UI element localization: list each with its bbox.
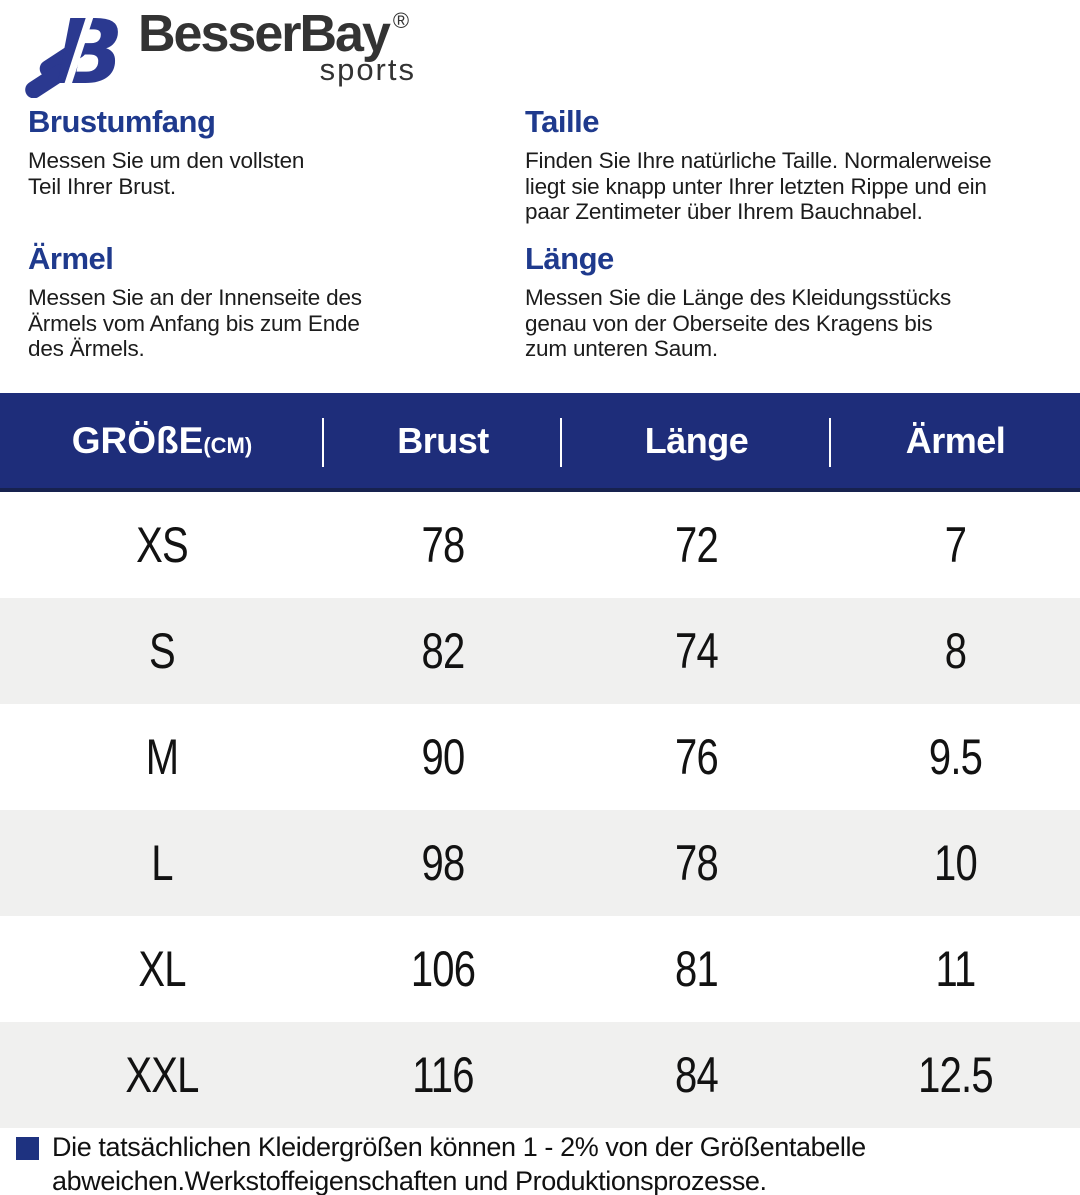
- table-row-m: M 90 76 9.5: [0, 704, 1080, 810]
- section-title: Taille: [525, 104, 599, 139]
- section-body-line: Finden Sie Ihre natürliche Taille. Norma…: [525, 148, 992, 173]
- column-divider: [322, 418, 324, 467]
- cell-brust: 98: [421, 835, 466, 891]
- section-body-line: Messen Sie die Länge des Kleidungsstücks: [525, 285, 952, 310]
- size-table: GRÖßE (CM) Brust Länge Ärmel XS 78 72 7 …: [0, 393, 1080, 1128]
- cell-brust: 106: [410, 941, 476, 997]
- table-row-xl: XL 106 81 11: [0, 916, 1080, 1022]
- section-body: Messen Sie die Länge des Kleidungsstücks…: [525, 285, 1070, 362]
- cell-size: L: [151, 835, 173, 891]
- cell-size: M: [145, 729, 179, 785]
- brand-subtitle: sports: [319, 52, 416, 87]
- section-body-line: Ärmels vom Anfang bis zum Ende: [28, 310, 360, 336]
- section-body-line: des Ärmels.: [28, 336, 145, 361]
- cell-size: XS: [136, 517, 189, 573]
- header-cell-brust: Brust: [397, 419, 489, 461]
- table-row-xxl: XXL 116 84 12.5: [0, 1022, 1080, 1128]
- section-body: Messen Sie an der Innenseite des Ärmels …: [28, 285, 508, 362]
- section-title: Brustumfang: [28, 104, 216, 139]
- cell-aermel: 12.5: [918, 1047, 993, 1103]
- cell-size: S: [149, 623, 176, 679]
- section-body-line: Messen Sie an der Innenseite des: [28, 285, 362, 310]
- table-row-l: L 98 78 10: [0, 810, 1080, 916]
- section-title: Länge: [525, 241, 614, 276]
- cell-laenge: 76: [675, 729, 719, 785]
- section-body-line: genau von der Oberseite des Kragens bis: [525, 310, 933, 336]
- cell-aermel: 10: [934, 835, 978, 891]
- square-bullet-icon: [16, 1137, 39, 1160]
- disclaimer-note: Die tatsächlichen Kleidergrößen können 1…: [16, 1130, 1072, 1195]
- section-title: Ärmel: [28, 241, 114, 276]
- cell-brust: 90: [421, 729, 466, 785]
- size-table-header: GRÖßE (CM) Brust Länge Ärmel: [0, 393, 1080, 492]
- cell-laenge: 84: [675, 1047, 719, 1103]
- section-body-line: liegt sie knapp unter Ihrer letzten Ripp…: [525, 173, 987, 199]
- header-cell-aermel: Ärmel: [905, 419, 1006, 461]
- cell-size: XXL: [125, 1047, 199, 1103]
- section-body: Finden Sie Ihre natürliche Taille. Norma…: [525, 148, 1070, 225]
- header-size-label: GRÖßE: [71, 419, 204, 461]
- section-aermel: Ärmel Messen Sie an der Innenseite des Ä…: [28, 239, 508, 362]
- header-cell-laenge: Länge: [644, 419, 749, 461]
- cell-laenge: 81: [675, 941, 719, 997]
- section-body: Messen Sie um den vollsten Teil Ihrer Br…: [28, 148, 508, 199]
- brand-name: BesserBay: [138, 5, 391, 63]
- cell-size: XL: [138, 941, 186, 997]
- section-taille: Taille Finden Sie Ihre natürliche Taille…: [525, 102, 1070, 225]
- cell-aermel: 11: [935, 941, 977, 997]
- column-divider: [560, 418, 562, 467]
- cell-aermel: 7: [944, 517, 967, 573]
- disclaimer-line: Die tatsächlichen Kleidergrößen können 1…: [52, 1132, 866, 1162]
- size-table-body: XS 78 72 7 S 82 74 8 M 90 76 9.5 L 98 78: [0, 492, 1080, 1128]
- disclaimer-text: Die tatsächlichen Kleidergrößen können 1…: [52, 1130, 866, 1195]
- cell-aermel: 8: [944, 623, 967, 679]
- table-row-xs: XS 78 72 7: [0, 492, 1080, 598]
- section-body-line: zum unteren Saum.: [525, 336, 718, 361]
- table-row-s: S 82 74 8: [0, 598, 1080, 704]
- section-body-line: Messen Sie um den vollsten: [28, 148, 305, 173]
- cell-aermel: 9.5: [928, 729, 983, 785]
- section-body-line: Teil Ihrer Brust.: [28, 173, 176, 199]
- cell-laenge: 72: [675, 517, 719, 573]
- besserbay-b-logo-icon: B: [25, 2, 124, 98]
- cell-laenge: 78: [675, 835, 719, 891]
- cell-brust: 116: [412, 1047, 474, 1103]
- section-laenge: Länge Messen Sie die Länge des Kleidungs…: [525, 239, 1070, 362]
- header-cell-size: GRÖßE (CM): [0, 420, 324, 462]
- header-size-unit: (CM): [203, 432, 253, 458]
- cell-brust: 78: [421, 517, 466, 573]
- column-divider: [829, 418, 831, 467]
- section-body-line: paar Zentimeter über Ihrem Bauchnabel.: [525, 199, 923, 224]
- cell-laenge: 74: [675, 623, 719, 679]
- disclaimer-line: abweichen.Werkstoffeigenschaften und Pro…: [52, 1166, 767, 1195]
- brand-wordmark: BesserBay ® sports: [138, 6, 450, 88]
- section-brustumfang: Brustumfang Messen Sie um den vollsten T…: [28, 102, 508, 199]
- cell-brust: 82: [421, 623, 466, 679]
- registered-trademark-icon: ®: [392, 8, 410, 33]
